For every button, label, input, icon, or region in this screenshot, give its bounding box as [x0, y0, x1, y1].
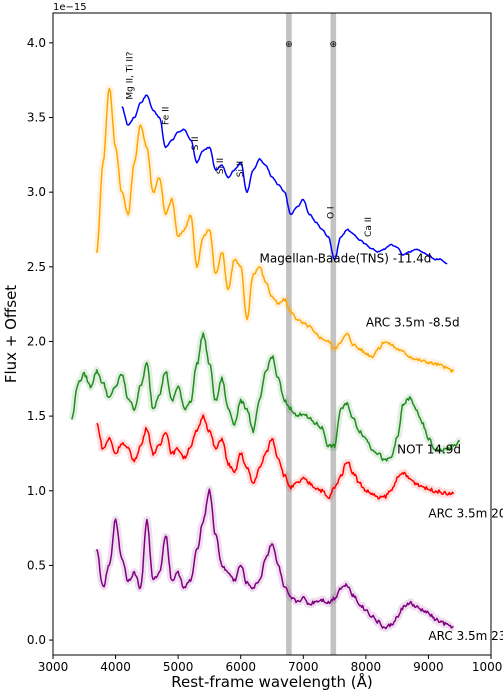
y-tick-label-6: 3.0 — [27, 185, 46, 199]
telluric-band-1 — [330, 13, 337, 655]
line-id-6: Ca II — [364, 217, 374, 237]
y-axis-exponent: 1e−15 — [53, 2, 87, 13]
series-noise-fills — [68, 85, 463, 633]
series-lines — [71, 87, 461, 630]
y-tick-label-7: 3.5 — [27, 111, 46, 125]
series-label-2: NOT 14.9d — [397, 442, 461, 456]
line-id-3: Si II — [216, 158, 226, 174]
series-line-4 — [96, 488, 454, 630]
series-line-2 — [71, 332, 461, 462]
telluric-bands: ⊕ ⊕ — [285, 13, 337, 655]
telluric-band-0 — [286, 13, 292, 655]
series-line-0 — [121, 94, 448, 265]
series-label-1: ARC 3.5m -8.5d — [366, 316, 460, 330]
x-tick-label-6: 9000 — [413, 660, 444, 674]
telluric-symbol-0: ⊕ — [285, 40, 293, 50]
y-axis-ticks: 0.0 0.5 1.0 1.5 2.0 2.5 3.0 3.5 4.0 — [27, 36, 53, 647]
y-tick-label-1: 0.5 — [27, 558, 46, 572]
x-tick-label-0: 3000 — [38, 660, 69, 674]
y-tick-label-4: 2.0 — [27, 334, 46, 348]
series-line-1 — [96, 87, 455, 373]
line-id-5: O I — [326, 206, 336, 219]
line-id-2: S II — [191, 136, 201, 150]
line-identifications: Mg II, Ti II? Fe II S II Si II Si II O I Ca II — [125, 51, 373, 237]
series-label-4: ARC 3.5m 23.9d — [428, 629, 503, 643]
series-label-0: Magellan-Baade(TNS) -11.4d — [259, 251, 431, 265]
line-id-1: Fe II — [162, 107, 172, 125]
y-tick-label-5: 2.5 — [27, 260, 46, 274]
series-line-3 — [96, 414, 455, 500]
y-tick-label-8: 4.0 — [27, 36, 46, 50]
line-id-4: Si II — [236, 161, 246, 177]
y-tick-label-0: 0.0 — [27, 633, 46, 647]
x-tick-label-3: 6000 — [225, 660, 256, 674]
series-label-3: ARC 3.5m 20.0d — [428, 507, 503, 521]
series-labels: Magellan-Baade(TNS) -11.4d ARC 3.5m -8.5d… — [259, 251, 503, 643]
x-axis-title: Rest-frame wavelength (Å) — [171, 672, 372, 691]
telluric-symbol-1: ⊕ — [330, 40, 338, 50]
line-id-0: Mg II, Ti II? — [125, 51, 135, 99]
x-tick-label-4: 7000 — [288, 660, 319, 674]
x-tick-label-5: 8000 — [351, 660, 382, 674]
plot-frame — [52, 12, 492, 656]
y-tick-label-2: 1.0 — [27, 484, 46, 498]
y-tick-label-3: 1.5 — [27, 409, 46, 423]
y-axis-title: Flux + Offset — [2, 285, 20, 383]
x-tick-label-2: 5000 — [163, 660, 194, 674]
x-tick-label-1: 4000 — [100, 660, 131, 674]
